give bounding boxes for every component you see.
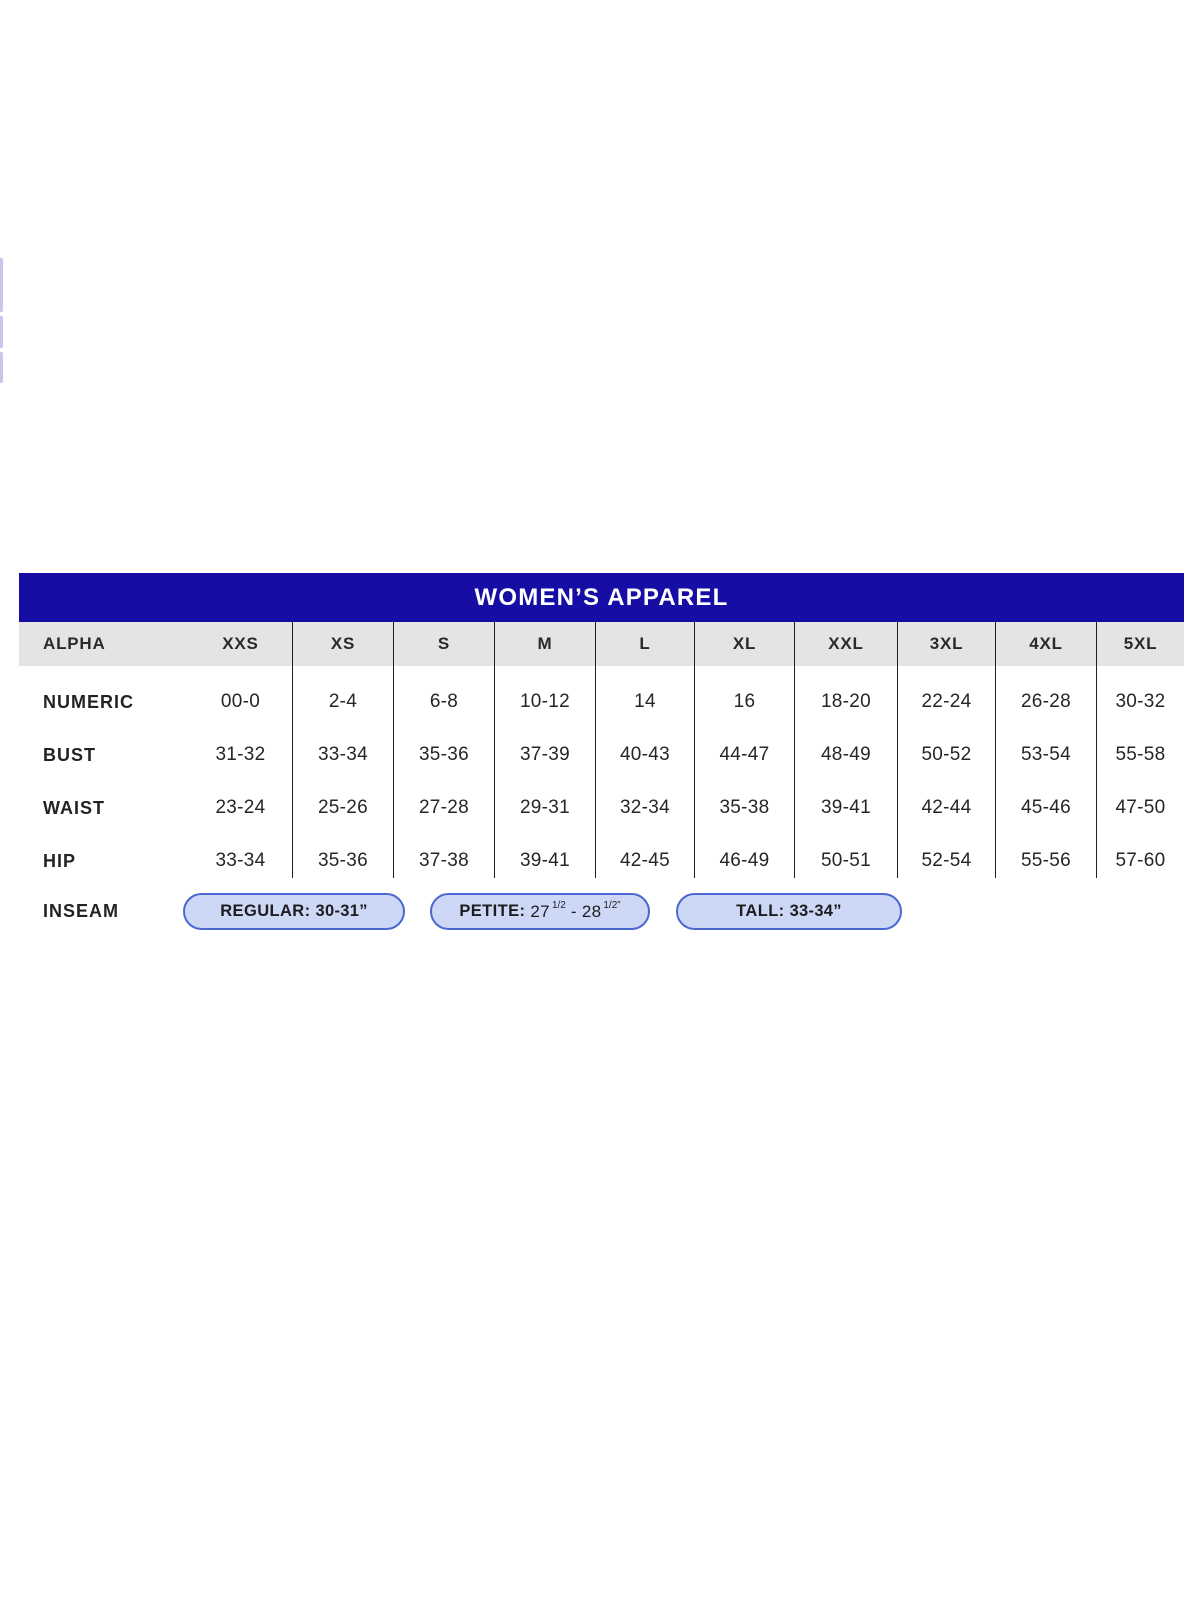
cell-numeric-s: 6-8 [393,666,494,719]
cell-hip-xxl: 50-51 [794,825,897,878]
row-label-numeric: NUMERIC [43,691,134,712]
cell-waist-xxl: 39-41 [794,772,897,825]
cell-bust-xxs: 31-32 [215,744,266,765]
inseam-petite-fraction-1: 1/2 [551,899,566,911]
size-header-5xl: 5XL [1096,622,1184,666]
cell-numeric-xxl: 18-20 [794,666,897,719]
cell-waist-s: 27-28 [393,772,494,825]
inseam-petite-dash: - [565,901,582,921]
left-edge-fragment-3 [0,352,3,383]
cell-waist-5xl: 47-50 [1096,772,1184,825]
cell-numeric-3xl: 22-24 [897,666,995,719]
cell-numeric-4xl: 26-28 [995,666,1096,719]
cell-waist-m: 29-31 [494,772,595,825]
cell-bust-5xl: 55-58 [1096,719,1184,772]
cell-hip-3xl: 52-54 [897,825,995,878]
cell-hip-5xl: 57-60 [1096,825,1184,878]
size-header-xs: XS [292,622,393,666]
inseam-pill-tall: TALL: 33-34” [676,893,902,930]
cell-bust-s: 35-36 [393,719,494,772]
cell-numeric-xs: 2-4 [292,666,393,719]
inseam-row: INSEAM REGULAR: 30-31” PETITE: 27 1/2 - … [19,893,1184,937]
size-header-xxl: XXL [794,622,897,666]
left-edge-fragment-2 [0,316,3,348]
cell-waist-xs: 25-26 [292,772,393,825]
cell-waist-4xl: 45-46 [995,772,1096,825]
table-row-hip: HIP 33-34 35-36 37-38 39-41 42-45 46-49 … [19,825,1184,878]
cell-bust-l: 40-43 [595,719,694,772]
size-header-s: S [393,622,494,666]
womens-apparel-size-chart: WOMEN’S APPAREL ALPHA XXS XS S M L XL XX… [19,573,1184,937]
row-label-inseam: INSEAM [43,901,120,921]
cell-hip-l: 42-45 [595,825,694,878]
row-label-waist: WAIST [43,797,105,818]
size-header-4xl: 4XL [995,622,1096,666]
cell-bust-xs: 33-34 [292,719,393,772]
inseam-petite-label: PETITE: [459,902,531,920]
cell-numeric-l: 14 [595,666,694,719]
inseam-petite-value-1: 27 [530,901,550,921]
size-header-3xl: 3XL [897,622,995,666]
cell-bust-4xl: 53-54 [995,719,1096,772]
row-label-hip: HIP [43,850,77,871]
cell-waist-xl: 35-38 [694,772,794,825]
inseam-regular-value: 30-31” [315,902,368,920]
inseam-tall-label: TALL: [736,902,790,920]
cell-hip-m: 39-41 [494,825,595,878]
cell-hip-4xl: 55-56 [995,825,1096,878]
inseam-petite-fraction-2: 1/2” [603,899,621,911]
inseam-regular-label: REGULAR: [220,902,316,920]
cell-bust-3xl: 50-52 [897,719,995,772]
cell-numeric-xl: 16 [694,666,794,719]
table-row-bust: BUST 31-32 33-34 35-36 37-39 40-43 44-47… [19,719,1184,772]
cell-bust-m: 37-39 [494,719,595,772]
inseam-pill-petite: PETITE: 27 1/2 - 28 1/2” [430,893,650,930]
left-edge-fragment-1 [0,258,3,312]
size-header-row: ALPHA XXS XS S M L XL XXL 3XL 4XL 5XL [19,622,1184,666]
table-row-numeric: NUMERIC 00-0 2-4 6-8 10-12 14 16 18-20 2… [19,666,1184,719]
size-header-l: L [595,622,694,666]
size-header-xxs: XXS [222,634,259,653]
chart-title: WOMEN’S APPAREL [474,583,729,611]
cell-hip-xs: 35-36 [292,825,393,878]
size-header-xl: XL [694,622,794,666]
cell-bust-xl: 44-47 [694,719,794,772]
cell-numeric-5xl: 30-32 [1096,666,1184,719]
table-row-waist: WAIST 23-24 25-26 27-28 29-31 32-34 35-3… [19,772,1184,825]
cell-hip-xl: 46-49 [694,825,794,878]
cell-waist-3xl: 42-44 [897,772,995,825]
cell-hip-s: 37-38 [393,825,494,878]
cell-waist-l: 32-34 [595,772,694,825]
cell-bust-xxl: 48-49 [794,719,897,772]
size-header-m: M [494,622,595,666]
inseam-pill-regular: REGULAR: 30-31” [183,893,405,930]
cell-waist-xxs: 23-24 [215,797,266,818]
inseam-tall-value: 33-34” [789,902,842,920]
row-label-bust: BUST [43,744,96,765]
corner-label-alpha: ALPHA [43,634,106,653]
cell-numeric-m: 10-12 [494,666,595,719]
inseam-petite-value-2: 28 [581,901,602,921]
chart-title-bar: WOMEN’S APPAREL [19,573,1184,622]
cell-hip-xxs: 33-34 [215,850,266,871]
cell-numeric-xxs: 00-0 [220,691,261,712]
